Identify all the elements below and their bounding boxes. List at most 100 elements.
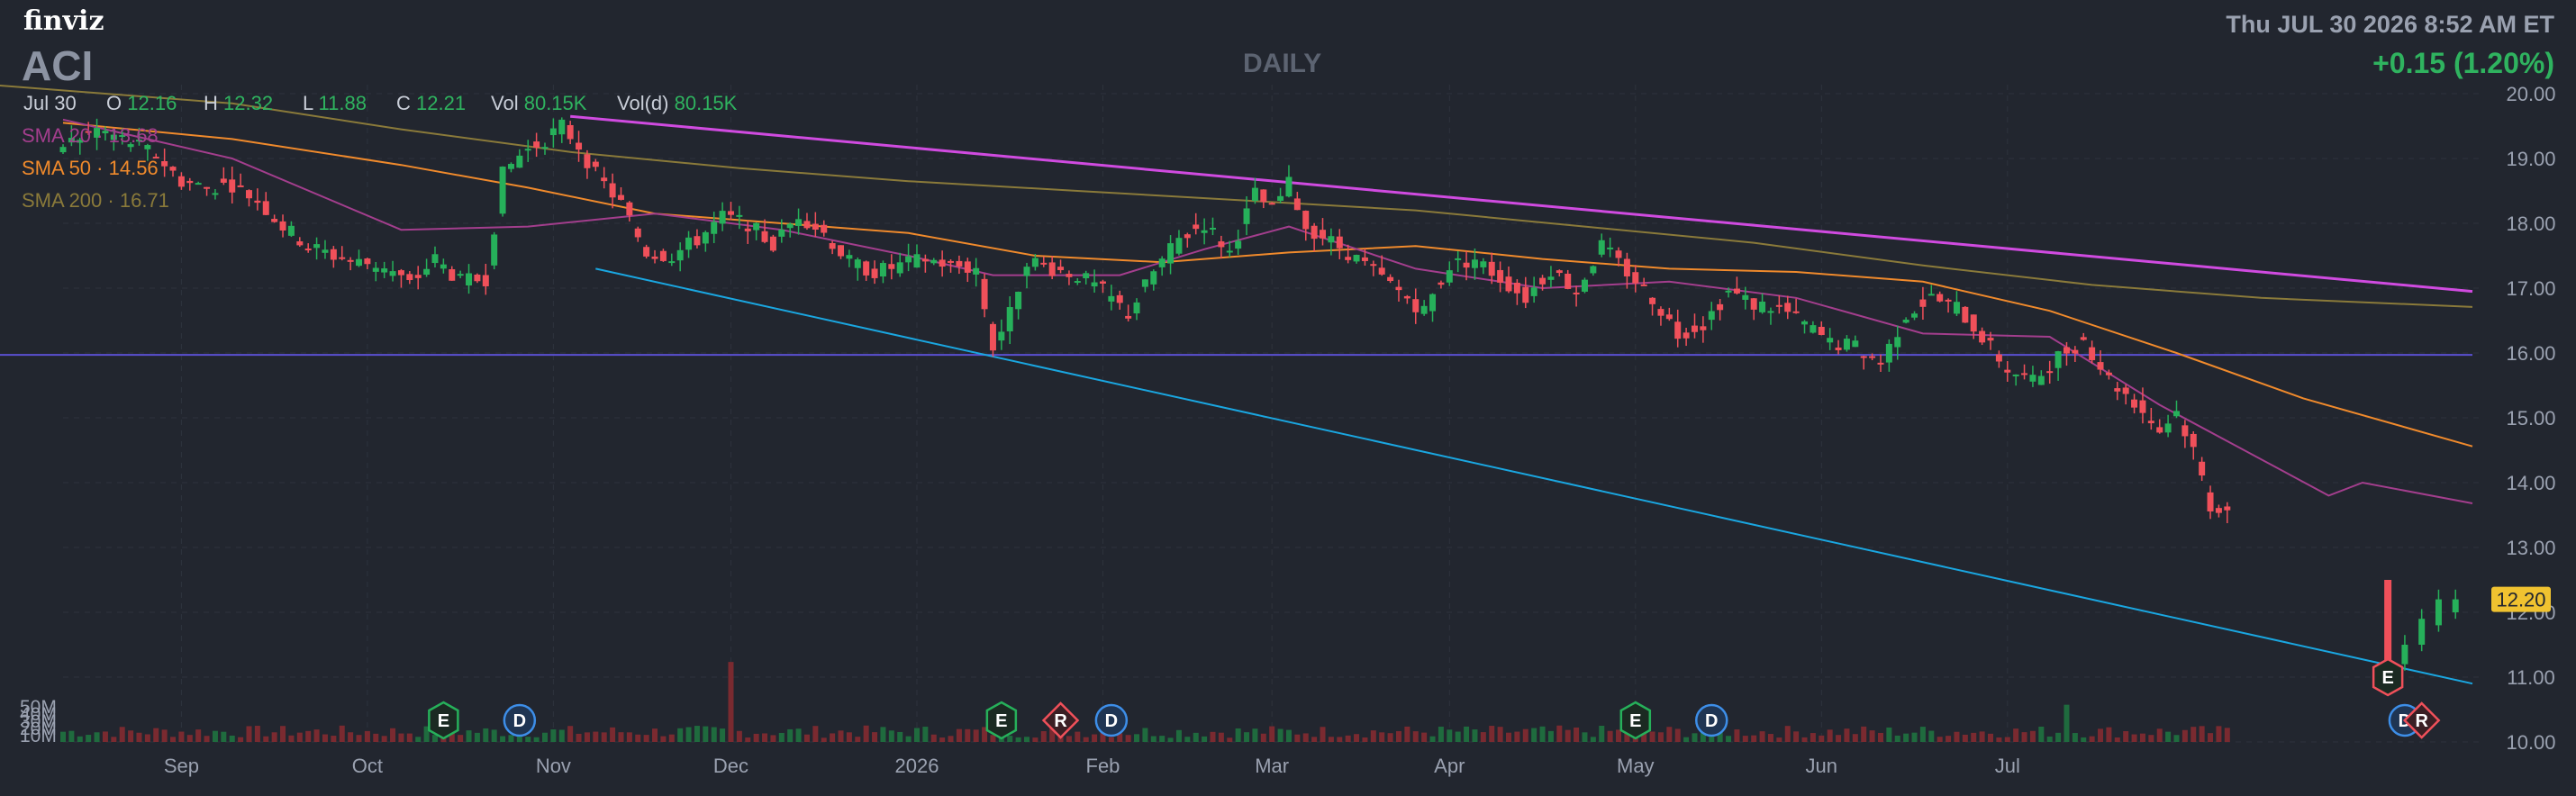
sma200-label: SMA 200 xyxy=(22,189,103,212)
candle xyxy=(1750,298,1757,310)
candle xyxy=(769,236,776,251)
volume-bar xyxy=(2148,735,2154,742)
candle xyxy=(871,268,878,278)
rating-diamond xyxy=(1041,701,1080,739)
volume-bar xyxy=(965,728,971,742)
volume-bar xyxy=(1227,737,1233,742)
candle xyxy=(1412,299,1420,312)
ticker-symbol: ACI xyxy=(22,42,94,89)
candle xyxy=(2139,400,2146,413)
candle xyxy=(1962,306,1969,323)
candle xyxy=(1902,319,1909,323)
volume-bar xyxy=(2046,736,2053,742)
volume-bar xyxy=(1565,729,1571,742)
volume-bar xyxy=(1700,731,1706,742)
brand-logo[interactable]: finviz xyxy=(23,5,104,37)
candle xyxy=(499,167,506,214)
volume-bar xyxy=(1522,728,1528,742)
volume-bar xyxy=(381,736,387,742)
sma20-value: 13.68 xyxy=(108,124,159,147)
y-tick-label: 10.00 xyxy=(2506,731,2555,754)
volume-bar xyxy=(1582,732,1588,742)
event-marker-d[interactable]: D xyxy=(1695,703,1728,737)
volume-bar xyxy=(576,733,582,742)
event-marker-r[interactable]: R xyxy=(2402,701,2441,739)
candle xyxy=(1497,269,1504,283)
legend-sma50[interactable]: SMA 50 · 14.56 xyxy=(22,157,159,179)
candle xyxy=(1683,332,1690,339)
candle xyxy=(1927,294,1935,296)
volume-bar xyxy=(1202,736,1208,742)
candle xyxy=(2004,369,2011,373)
event-marker-e[interactable]: E xyxy=(1619,701,1652,740)
volume-bar xyxy=(542,732,548,742)
volume-bar xyxy=(838,730,844,742)
candle xyxy=(330,249,337,260)
candle xyxy=(533,141,540,148)
event-letter: E xyxy=(2381,668,2393,688)
volume-bar xyxy=(2029,730,2036,742)
volume-bar xyxy=(516,732,522,742)
candle xyxy=(1091,282,1098,287)
volume-bar xyxy=(322,734,328,742)
close-label: C xyxy=(396,92,411,114)
volume-bar xyxy=(2055,732,2062,742)
candle xyxy=(592,161,599,167)
candle xyxy=(245,190,252,199)
candle xyxy=(262,201,269,215)
candle xyxy=(2224,506,2231,511)
candle xyxy=(2164,423,2172,433)
legend-sma20[interactable]: SMA 20 · 13.68 xyxy=(22,124,159,147)
volume-bar xyxy=(939,737,946,742)
volume-bar xyxy=(1125,735,1131,742)
volume-bar xyxy=(119,727,125,742)
volume-bar xyxy=(1674,728,1681,742)
candle xyxy=(1945,299,1952,302)
candle xyxy=(786,223,794,229)
volume-bar xyxy=(474,732,480,742)
volume-bar xyxy=(626,732,632,742)
volume-bar xyxy=(660,736,667,742)
volume-bar xyxy=(2106,727,2112,742)
event-marker-d[interactable]: D xyxy=(1094,703,1129,737)
event-letter: D xyxy=(513,711,526,731)
candle xyxy=(626,202,633,216)
volume-bar xyxy=(1345,735,1351,742)
volume-bar xyxy=(2072,733,2078,742)
candle xyxy=(694,236,701,246)
candle xyxy=(279,221,286,231)
last-price-label: 12.20 xyxy=(2496,589,2545,611)
event-marker-e[interactable]: E xyxy=(985,701,1018,740)
volume-bar xyxy=(1150,736,1156,742)
volume-bar xyxy=(1937,737,1943,742)
volume-bar xyxy=(1962,734,1968,742)
event-marker-e[interactable]: E xyxy=(2372,657,2404,697)
low-value: 11.88 xyxy=(318,92,367,114)
volume-bar xyxy=(1142,728,1148,742)
candle xyxy=(659,250,667,261)
candle xyxy=(2105,372,2112,375)
candle xyxy=(601,177,608,182)
event-marker-r[interactable]: R xyxy=(1041,701,1080,739)
candle xyxy=(491,234,498,266)
event-marker-e[interactable]: E xyxy=(428,701,459,740)
volume-bar xyxy=(1649,731,1655,742)
candle xyxy=(1792,311,1800,313)
sma50-line xyxy=(62,122,2473,448)
volume-d-label: Vol(d) xyxy=(617,92,669,114)
candle xyxy=(634,228,641,238)
volume-bar xyxy=(745,737,751,742)
candle xyxy=(1581,279,1588,292)
event-marker-d[interactable]: D xyxy=(503,703,537,737)
candle xyxy=(161,160,168,167)
volume-bar xyxy=(1979,731,1985,742)
candle xyxy=(229,179,236,193)
candle xyxy=(1784,303,1791,312)
candle xyxy=(1328,236,1335,243)
candle xyxy=(863,261,870,276)
volume-bar xyxy=(1801,737,1808,742)
volume-tick-label: 30M xyxy=(20,711,57,732)
volume-bar xyxy=(271,732,277,742)
legend-sma200[interactable]: SMA 200 · 16.71 xyxy=(22,189,169,212)
